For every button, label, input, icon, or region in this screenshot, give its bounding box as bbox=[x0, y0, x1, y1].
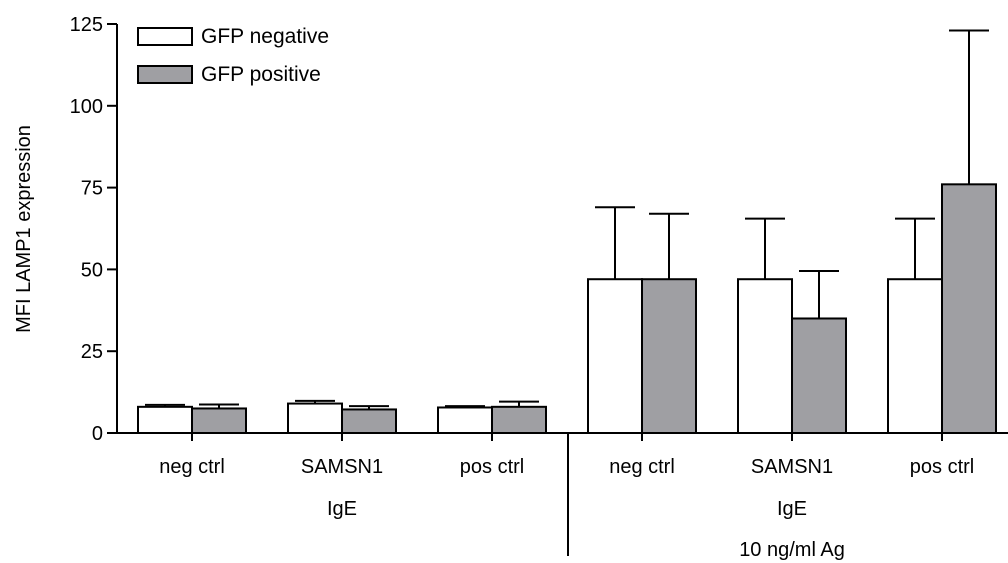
bar-gfp-positive-2 bbox=[491, 405, 547, 435]
bar-gfp-negative-4 bbox=[737, 278, 793, 434]
group-label-1-1: 10 ng/ml Ag bbox=[739, 539, 845, 561]
x-tick-label-3: neg ctrl bbox=[609, 456, 675, 478]
group-label-0-0: IgE bbox=[327, 498, 357, 520]
legend-swatch-0 bbox=[137, 27, 193, 46]
bar-gfp-negative-1 bbox=[287, 402, 343, 435]
x-tick-label-0: neg ctrl bbox=[159, 456, 225, 478]
bar-gfp-positive-3 bbox=[641, 278, 697, 434]
y-tick-label-50: 50 bbox=[81, 259, 103, 281]
bars-layer bbox=[137, 183, 997, 435]
axes-layer bbox=[107, 23, 1008, 556]
legend: GFP negative GFP positive bbox=[137, 25, 329, 86]
legend-swatch-1 bbox=[137, 65, 193, 84]
y-tick-label-75: 75 bbox=[81, 178, 103, 200]
legend-label-1: GFP positive bbox=[201, 63, 321, 86]
bar-gfp-negative-2 bbox=[437, 406, 493, 434]
x-tick-label-5: pos ctrl bbox=[910, 456, 974, 478]
bar-gfp-negative-3 bbox=[587, 278, 643, 434]
bar-gfp-positive-0 bbox=[191, 407, 247, 434]
legend-label-0: GFP negative bbox=[201, 25, 329, 48]
y-tick-label-0: 0 bbox=[92, 423, 103, 445]
x-tick-label-1: SAMSN1 bbox=[301, 456, 383, 478]
y-tick-label-25: 25 bbox=[81, 341, 103, 363]
bar-gfp-positive-1 bbox=[341, 408, 397, 434]
bar-gfp-positive-4 bbox=[791, 317, 847, 435]
y-tick-label-125: 125 bbox=[70, 14, 103, 36]
error-bars-layer bbox=[145, 29, 989, 410]
x-tick-label-4: SAMSN1 bbox=[751, 456, 833, 478]
y-axis-title: MFI LAMP1 expression bbox=[13, 125, 35, 333]
group-label-1-0: IgE bbox=[777, 498, 807, 520]
bar-gfp-positive-5 bbox=[941, 183, 997, 434]
y-tick-label-100: 100 bbox=[70, 96, 103, 118]
x-tick-label-2: pos ctrl bbox=[460, 456, 524, 478]
bar-gfp-negative-0 bbox=[137, 405, 193, 435]
labels-layer: 0 25 50 75 100 125 neg ctrl SAMSN1 pos ctrl neg c… bbox=[13, 14, 974, 561]
bar-gfp-negative-5 bbox=[887, 278, 943, 434]
